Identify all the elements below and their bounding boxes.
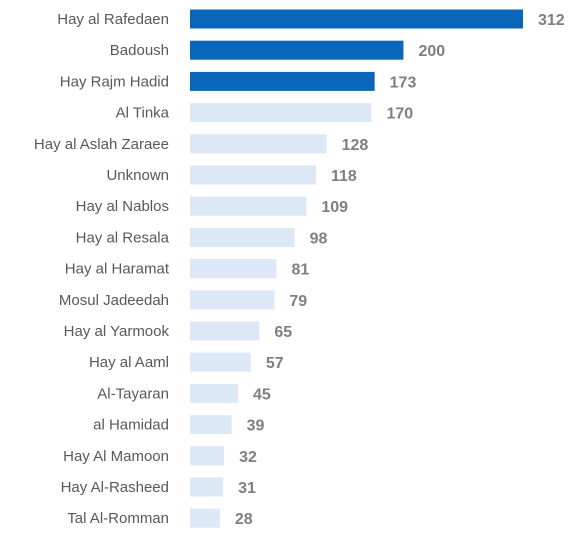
value-label: 200 (418, 43, 445, 60)
bar (190, 9, 523, 29)
category-label: Hay al Haramat (65, 261, 170, 278)
bar (190, 165, 316, 185)
value-label: 173 (390, 74, 417, 91)
value-label: 79 (289, 293, 307, 310)
category-label: Al-Tayaran (97, 385, 169, 402)
bar (190, 446, 225, 466)
category-label: al Hamidad (93, 417, 169, 434)
value-label: 28 (235, 511, 253, 528)
category-label: Hay Al Mamoon (63, 448, 169, 465)
value-label: 312 (538, 12, 565, 29)
category-label: Hay al Resala (76, 229, 170, 246)
value-label: 118 (331, 168, 357, 185)
value-label: 65 (274, 324, 292, 341)
value-label: 128 (342, 137, 369, 154)
value-label: 45 (253, 386, 271, 403)
bar (190, 415, 232, 435)
bar (190, 227, 295, 247)
value-label: 98 (310, 230, 328, 247)
value-label: 81 (291, 262, 309, 279)
category-label: Tal Al-Romman (67, 510, 169, 527)
bar (190, 134, 327, 154)
value-label: 170 (386, 106, 413, 123)
value-label: 39 (247, 418, 265, 435)
bar (190, 259, 277, 279)
category-label: Hay al Nablos (76, 198, 169, 215)
category-label: Hay al Aslah Zaraee (34, 136, 169, 153)
category-label: Hay al Aaml (89, 354, 169, 371)
category-label: Badoush (110, 42, 169, 59)
bar (190, 508, 220, 528)
value-label: 31 (238, 480, 256, 497)
bar (190, 290, 275, 310)
bar (190, 103, 372, 123)
category-label: Hay Al-Rasheed (61, 479, 169, 496)
category-label: Hay Rajm Hadid (60, 73, 169, 90)
category-label: Al Tinka (116, 105, 170, 122)
category-label: Hay al Yarmook (64, 323, 170, 340)
bar (190, 352, 251, 372)
category-label: Unknown (106, 167, 169, 184)
bar (190, 383, 239, 403)
bar (190, 477, 224, 497)
value-label: 57 (266, 355, 284, 372)
bar (190, 71, 375, 91)
value-label: 32 (239, 449, 257, 466)
category-label: Hay al Rafedaen (57, 11, 169, 28)
bar (190, 321, 260, 341)
bar (190, 40, 404, 60)
value-label: 109 (321, 199, 348, 216)
bar (190, 196, 307, 216)
category-label: Mosul Jadeedah (59, 292, 169, 309)
